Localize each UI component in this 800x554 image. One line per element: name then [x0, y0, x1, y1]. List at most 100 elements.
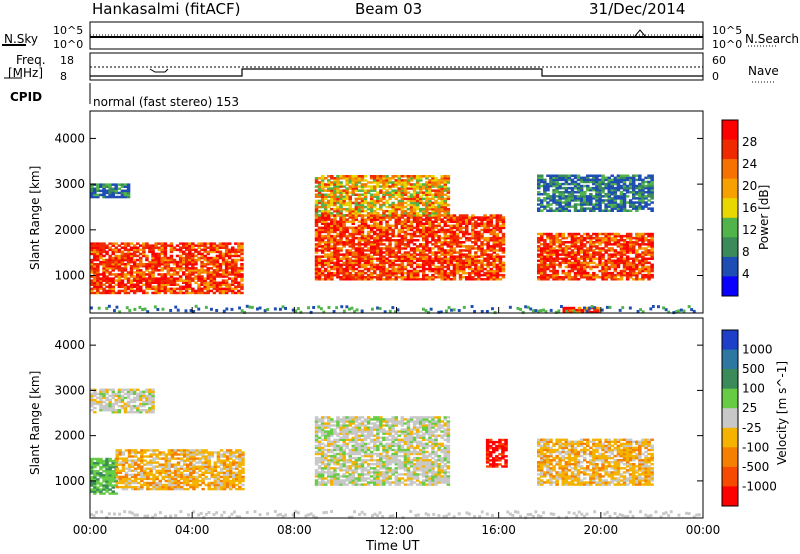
echo-cell: [632, 180, 636, 184]
echo-cell: [140, 483, 144, 487]
echo-cell: [327, 193, 331, 196]
echo-cell: [342, 245, 346, 248]
echo-cell: [120, 242, 125, 245]
echo-cell: [317, 195, 322, 198]
echo-cell: [449, 251, 454, 254]
echo-cell: [391, 255, 395, 258]
echo-cell: [124, 475, 129, 479]
echo-cell: [403, 259, 408, 262]
echo-cell: [376, 239, 380, 242]
echo-cell: [351, 201, 355, 205]
echo-cell: [385, 175, 389, 178]
echo-cell: [172, 258, 177, 262]
echo-cell: [501, 261, 506, 265]
echo-cell: [345, 249, 349, 252]
echo-cell: [604, 186, 608, 190]
echo-cell: [351, 251, 355, 254]
echo-cell: [587, 308, 591, 312]
echo-cell: [443, 236, 447, 240]
echo-cell: [108, 267, 112, 270]
echo-cell: [619, 205, 624, 208]
echo-cell: [373, 245, 377, 248]
echo-cell: [573, 207, 578, 210]
echo-cell: [397, 181, 401, 184]
echo-cell: [595, 205, 599, 208]
echo-cell: [369, 226, 374, 230]
echo-cell: [632, 178, 636, 182]
echo-cell: [412, 243, 417, 246]
echo-cell: [172, 269, 177, 272]
echo-cell: [434, 195, 438, 198]
echo-cell: [596, 310, 600, 314]
echo-cell: [385, 185, 389, 188]
echo-cell: [351, 214, 355, 217]
echo-cell: [145, 273, 149, 276]
echo-cell: [363, 255, 368, 258]
echo-cell: [397, 230, 401, 234]
echo-cell: [604, 278, 608, 281]
echo-cell: [317, 201, 322, 205]
echo-cell: [567, 271, 572, 275]
echo-cell: [546, 253, 550, 256]
echo-cell: [604, 203, 608, 206]
echo-cell: [501, 267, 506, 271]
echo-cell: [397, 269, 401, 273]
echo-cell: [114, 248, 118, 252]
echo-cell: [151, 291, 155, 295]
echo-cell: [203, 291, 207, 295]
echo-cell: [458, 276, 463, 279]
echo-cell: [409, 193, 414, 196]
echo-cell: [613, 188, 618, 192]
echo-cell: [108, 470, 112, 473]
echo-cell: [166, 273, 171, 276]
echo-cell: [400, 189, 405, 192]
echo-cell: [191, 244, 195, 247]
clutter-cell: [593, 306, 597, 310]
echo-cell: [102, 459, 106, 463]
echo-cell: [369, 212, 374, 215]
echo-cell: [583, 197, 587, 200]
echo-cell: [555, 245, 559, 248]
echo-cell: [90, 466, 94, 469]
echo-cell: [172, 279, 177, 282]
echo-cell: [489, 278, 493, 281]
echo-cell: [117, 250, 122, 254]
echo-cell: [105, 478, 109, 481]
echo-cell: [130, 469, 135, 472]
echo-cell: [419, 253, 423, 256]
echo-cell: [200, 242, 204, 245]
echo-cell: [625, 259, 630, 262]
echo-cell: [613, 205, 618, 208]
echo-cell: [197, 269, 201, 272]
echo-cell: [498, 265, 503, 269]
echo-cell: [333, 191, 337, 194]
echo-cell: [118, 471, 123, 474]
echo-cell: [422, 271, 426, 275]
echo-cell: [628, 199, 633, 202]
echo-cell: [333, 257, 337, 260]
echo-cell: [388, 249, 392, 252]
echo-cell: [431, 232, 435, 236]
echo-cell: [385, 249, 389, 252]
echo-cell: [443, 224, 447, 228]
echo-cell: [163, 248, 168, 252]
echo-cell: [96, 183, 100, 186]
echo-cell: [403, 218, 408, 221]
echo-cell: [428, 251, 432, 254]
echo-cell: [324, 189, 328, 192]
echo-cell: [446, 251, 451, 254]
echo-cell: [613, 249, 618, 252]
echo-cell: [178, 265, 183, 268]
freq-bottom: 8: [60, 70, 67, 83]
echo-cell: [369, 243, 374, 246]
echo-cell: [489, 245, 493, 248]
echo-cell: [431, 243, 435, 246]
echo-cell: [124, 477, 129, 481]
echo-cell: [160, 283, 164, 286]
echo-cell: [419, 234, 423, 238]
echo-cell: [93, 472, 97, 475]
echo-cell: [99, 285, 103, 289]
echo-cell: [140, 457, 144, 460]
echo-cell: [123, 285, 128, 289]
echo-cell: [394, 226, 398, 230]
